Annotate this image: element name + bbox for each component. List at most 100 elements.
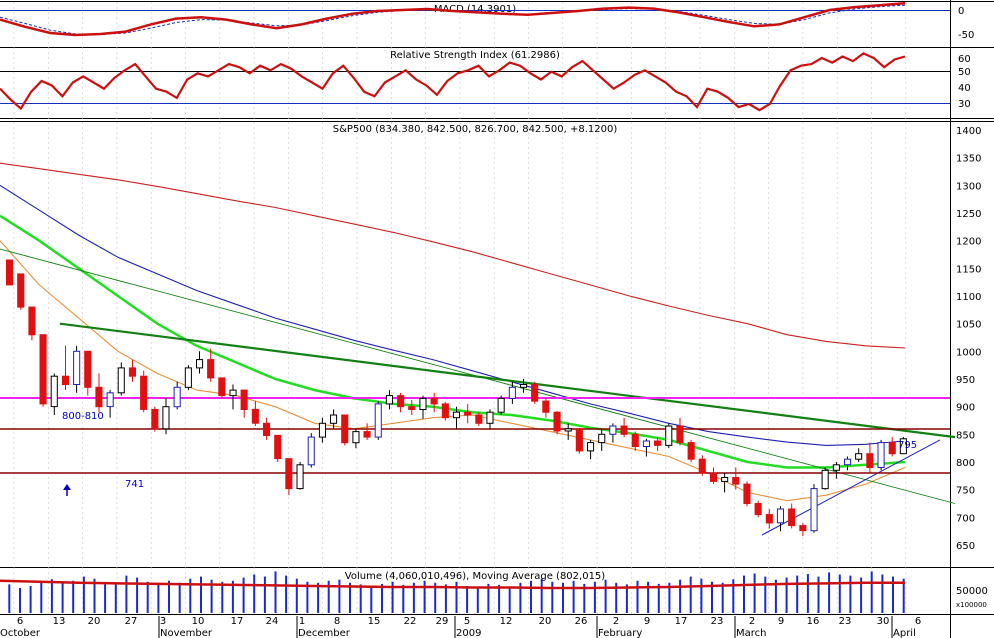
annotation-795: 795 [898, 440, 917, 451]
candle-body [318, 422, 326, 438]
candle-body [341, 414, 349, 444]
candle-body [207, 359, 215, 379]
rsi-line [0, 52, 906, 112]
volume-tick-scale: x100000 [956, 601, 987, 609]
rsi-title: Relative Strength Index (61.2986) [390, 50, 560, 61]
candle-body [620, 425, 628, 435]
candle-body [642, 440, 651, 447]
moving-average-line [0, 162, 906, 349]
rsi-tick-50: 50 [958, 67, 971, 78]
candle-body [251, 408, 259, 424]
candle-body [452, 411, 460, 419]
price-tick: 900 [956, 403, 975, 414]
price-tick: 1300 [956, 181, 981, 192]
candle-body [631, 433, 639, 447]
candle-body [274, 434, 282, 460]
x-day-label: 17 [675, 616, 688, 627]
candle-body [61, 375, 70, 386]
candle-body [609, 425, 617, 435]
x-day-label: 3 [160, 616, 166, 627]
x-day-label: 10 [192, 616, 205, 627]
rsi-tick-30: 30 [958, 99, 971, 110]
candlesticks [6, 259, 907, 537]
up-arrow-icon [63, 484, 71, 496]
price-tick: 1000 [956, 347, 981, 358]
candle-body [151, 408, 159, 430]
candle-body [810, 488, 818, 532]
candle-body [776, 508, 785, 524]
x-month-label: November [160, 628, 213, 638]
x-month-label: October [0, 628, 41, 638]
candle-body [587, 442, 595, 452]
moving-average-lines [0, 162, 906, 502]
candle-body [218, 377, 226, 397]
candle-body [598, 433, 606, 444]
candle-body [732, 477, 740, 485]
volume-bars [8, 571, 905, 613]
candle-body [106, 392, 114, 408]
annotation-800-810: 800-810 [62, 411, 104, 422]
moving-average-line [0, 214, 906, 469]
price-tick: 800 [956, 458, 975, 469]
candle-body [162, 406, 170, 430]
x-day-label: 20 [88, 616, 101, 627]
x-month-label: 2009 [456, 628, 481, 638]
candle-body [888, 442, 896, 455]
x-day-label: 8 [334, 616, 340, 627]
volume-title: Volume (4,060,010,496), Moving Average (… [345, 571, 605, 582]
candle-body [128, 367, 136, 377]
candle-body [855, 453, 863, 460]
price-tick: 750 [956, 486, 975, 497]
price-tick: 1100 [956, 292, 981, 303]
candle-body [196, 359, 204, 369]
candle-body [385, 395, 393, 405]
candle-body [330, 414, 338, 424]
macd-tick-0: 0 [958, 6, 964, 17]
candle-body [844, 458, 852, 466]
candle-body [721, 477, 729, 482]
trend-line [0, 248, 956, 504]
x-day-label: 13 [53, 616, 66, 627]
candle-body [84, 350, 92, 388]
macd-title: MACD (14.3901) [434, 4, 516, 15]
candle-body [564, 428, 572, 432]
candle-body [6, 259, 14, 286]
candle-body [408, 406, 416, 411]
candle-body [866, 453, 874, 469]
x-month-label: March [736, 628, 766, 638]
volume-moving-average [0, 579, 905, 590]
x-day-label: 22 [404, 616, 417, 627]
candle-body [743, 483, 751, 505]
x-month-label: December [298, 628, 351, 638]
x-day-label: 6 [915, 616, 921, 627]
price-tick: 1200 [956, 237, 981, 248]
x-day-label: 16 [807, 616, 820, 627]
price-tick: 1400 [956, 126, 981, 137]
candle-body [307, 436, 315, 466]
x-day-label: 9 [778, 616, 784, 627]
candle-body [240, 389, 248, 411]
candle-body [687, 442, 695, 460]
x-day-label: 17 [231, 616, 244, 627]
price-panel: S&P500 (834.380, 842.500, 826.700, 842.5… [0, 124, 981, 552]
candle-body [117, 367, 125, 394]
candle-body [475, 414, 483, 424]
candle-body [520, 384, 528, 388]
volume-panel: Volume (4,060,010,496), Moving Average (… [0, 571, 988, 613]
candle-body [542, 400, 550, 413]
x-day-label: 6 [17, 616, 23, 627]
candle-body [676, 425, 684, 444]
candle-body [486, 411, 494, 424]
x-day-label: 5 [464, 616, 470, 627]
x-axis-labels: 6 13 20 27 3 10 17 24 1 8 15 22 29 5 12 20 26 2 9 17 23 2 9 16 2… [0, 616, 921, 638]
candle-body [877, 442, 885, 469]
candle-body [665, 425, 673, 446]
price-tick: 1250 [956, 209, 981, 220]
candle-body [508, 386, 516, 399]
candle-body [363, 431, 371, 438]
annotation-741: 741 [125, 479, 144, 490]
x-day-label: 1 [299, 616, 305, 627]
x-month-label: February [598, 628, 642, 638]
candle-body [285, 458, 293, 490]
